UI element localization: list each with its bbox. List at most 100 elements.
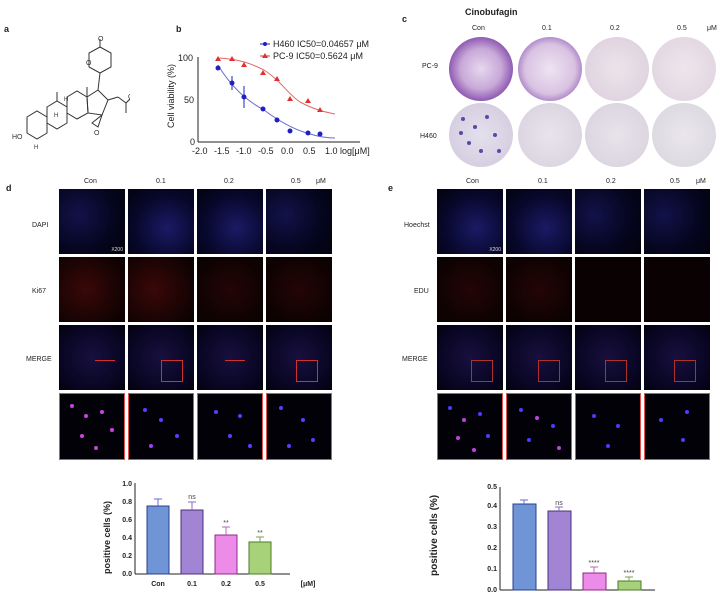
d-row-merge: MERGE bbox=[26, 356, 52, 363]
e-edu-0.1 bbox=[506, 257, 572, 322]
e-merge-0.5 bbox=[644, 325, 710, 390]
svg-text:50: 50 bbox=[184, 95, 194, 105]
svg-text:****: **** bbox=[589, 560, 600, 567]
d-col-0.2: 0.2 bbox=[224, 178, 234, 185]
d-zoom-0.1 bbox=[128, 393, 194, 460]
svg-text:HO: HO bbox=[12, 134, 23, 141]
e-merge-0.2 bbox=[575, 325, 641, 390]
e-hoechst-con: X200 bbox=[437, 189, 503, 254]
svg-text:H: H bbox=[64, 97, 68, 103]
e-col-0.2: 0.2 bbox=[606, 178, 616, 185]
bar-chart-edu: positive cells (%) 0.0 0.1 0.2 0.3 0.4 0.5 n… bbox=[429, 484, 655, 594]
d-ki67-0.2 bbox=[197, 257, 263, 322]
e-edu-0.2 bbox=[575, 257, 641, 322]
dish-pc9-0.5 bbox=[652, 37, 716, 101]
svg-text:0.4: 0.4 bbox=[122, 535, 132, 542]
svg-text:-2.0: -2.0 bbox=[192, 146, 208, 156]
svg-text:H: H bbox=[54, 113, 58, 119]
e-zoom-0.5 bbox=[644, 393, 710, 460]
col-0.5: 0.5 bbox=[677, 25, 687, 32]
svg-text:ns: ns bbox=[555, 500, 563, 507]
d-col-0.5: 0.5 bbox=[291, 178, 301, 185]
d-dapi-0.1 bbox=[128, 189, 194, 254]
svg-text:0.0: 0.0 bbox=[122, 571, 132, 578]
svg-text:0: 0 bbox=[190, 137, 195, 147]
row-h460: H460 bbox=[420, 133, 437, 140]
e-edu-0.5 bbox=[644, 257, 710, 322]
svg-text:O: O bbox=[128, 94, 130, 101]
svg-text:0.6: 0.6 bbox=[122, 517, 132, 524]
e-edu-con bbox=[437, 257, 503, 322]
d-col-con: Con bbox=[84, 178, 97, 185]
d-zoom-con bbox=[59, 393, 125, 460]
svg-text:0.5: 0.5 bbox=[303, 146, 316, 156]
dish-pc9-0.1 bbox=[518, 37, 582, 101]
atom-o: O bbox=[98, 36, 104, 43]
svg-text:0.5: 0.5 bbox=[255, 581, 265, 588]
d-dapi-con: X200 bbox=[59, 189, 125, 254]
e-zoom-0.2 bbox=[575, 393, 641, 460]
e-zoom-con bbox=[437, 393, 503, 460]
panel-label-e: e bbox=[388, 183, 394, 193]
svg-text:0.2: 0.2 bbox=[221, 581, 231, 588]
svg-text:0.4: 0.4 bbox=[487, 503, 497, 510]
svg-text:-0.5: -0.5 bbox=[258, 146, 274, 156]
col-0.2: 0.2 bbox=[610, 25, 620, 32]
e-row-merge: MERGE bbox=[402, 356, 428, 363]
svg-text:0.2: 0.2 bbox=[487, 545, 497, 552]
svg-text:100: 100 bbox=[178, 53, 193, 63]
d-dapi-0.5 bbox=[266, 189, 332, 254]
svg-text:O: O bbox=[86, 60, 92, 67]
panel-label-d: d bbox=[6, 183, 12, 193]
e-hoechst-0.1 bbox=[506, 189, 572, 254]
bar-e-ylabel: positive cells (%) bbox=[429, 495, 440, 576]
legend-h460: H460 IC50=0.04657 μM bbox=[273, 39, 369, 49]
panel-label-c: c bbox=[402, 14, 408, 24]
svg-text:**: ** bbox=[257, 530, 263, 537]
dish-pc9-con bbox=[449, 37, 513, 101]
d-zoom-0.2 bbox=[197, 393, 263, 460]
svg-text:0.2: 0.2 bbox=[122, 553, 132, 560]
svg-text:0.5: 0.5 bbox=[487, 484, 497, 491]
svg-text:0.3: 0.3 bbox=[487, 524, 497, 531]
d-unit: μM bbox=[316, 178, 326, 185]
row-pc9: PC-9 bbox=[422, 63, 438, 70]
dish-h460-0.5 bbox=[652, 103, 716, 167]
e-hoechst-0.2 bbox=[575, 189, 641, 254]
svg-text:1.0 log[μM]: 1.0 log[μM] bbox=[325, 146, 370, 156]
e-col-0.5: 0.5 bbox=[670, 178, 680, 185]
svg-text:0.0: 0.0 bbox=[487, 587, 497, 594]
magnification-label: X200 bbox=[489, 247, 501, 253]
bar-chart-ki67: positive cells (%) 0.0 0.2 0.4 0.6 0.8 1.0 n… bbox=[102, 481, 316, 588]
dish-pc9-0.2 bbox=[585, 37, 649, 101]
svg-text:[μM]: [μM] bbox=[301, 581, 316, 588]
y-axis-label: Cell viability (%) bbox=[166, 64, 176, 128]
d-ki67-0.5 bbox=[266, 257, 332, 322]
e-hoechst-0.5 bbox=[644, 189, 710, 254]
d-merge-con bbox=[59, 325, 125, 390]
e-row-edu: EDU bbox=[414, 288, 429, 295]
d-col-0.1: 0.1 bbox=[156, 178, 166, 185]
svg-text:Con: Con bbox=[151, 581, 165, 588]
unit-label: μM bbox=[707, 25, 717, 32]
e-merge-con bbox=[437, 325, 503, 390]
panel-label-b: b bbox=[176, 24, 182, 34]
d-ki67-0.1 bbox=[128, 257, 194, 322]
col-0.1: 0.1 bbox=[542, 25, 552, 32]
e-merge-0.1 bbox=[506, 325, 572, 390]
d-merge-0.5 bbox=[266, 325, 332, 390]
d-zoom-0.5 bbox=[266, 393, 332, 460]
svg-text:0.8: 0.8 bbox=[122, 499, 132, 506]
dish-h460-0.2 bbox=[585, 103, 649, 167]
d-merge-0.1 bbox=[128, 325, 194, 390]
e-col-con: Con bbox=[466, 178, 479, 185]
svg-text:0.0: 0.0 bbox=[281, 146, 294, 156]
svg-text:**: ** bbox=[223, 520, 229, 527]
d-ki67-con bbox=[59, 257, 125, 322]
svg-text:0.1: 0.1 bbox=[187, 581, 197, 588]
panel-label-a: a bbox=[4, 24, 10, 34]
magnification-label: X200 bbox=[111, 247, 123, 253]
svg-text:1.0: 1.0 bbox=[122, 481, 132, 488]
e-zoom-0.1 bbox=[506, 393, 572, 460]
d-dapi-0.2 bbox=[197, 189, 263, 254]
